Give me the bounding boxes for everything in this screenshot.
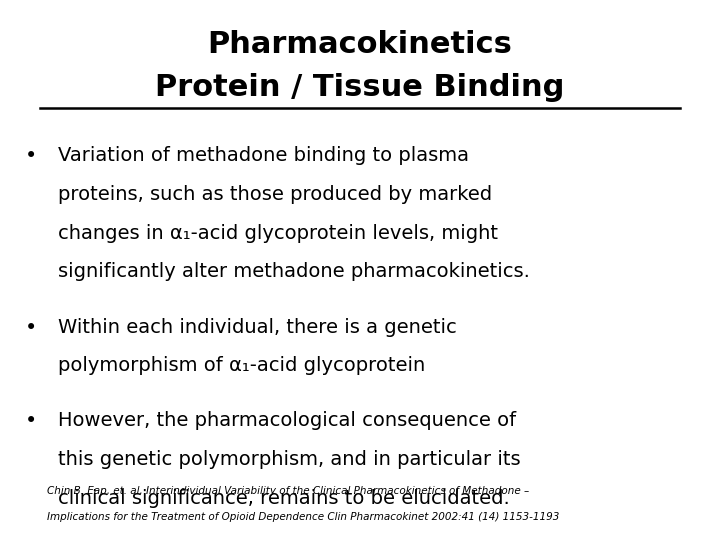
Text: proteins, such as those produced by marked: proteins, such as those produced by mark… — [58, 185, 492, 204]
Text: this genetic polymorphism, and in particular its: this genetic polymorphism, and in partic… — [58, 450, 521, 469]
Text: Chin B. Eap, et. al, Interindividual Variability of the Clinical Pharmacokinetic: Chin B. Eap, et. al, Interindividual Var… — [47, 486, 529, 496]
Text: •: • — [25, 146, 37, 166]
Text: Implications for the Treatment of Opioid Dependence Clin Pharmacokinet 2002:41 (: Implications for the Treatment of Opioid… — [47, 512, 559, 522]
Text: Variation of methadone binding to plasma: Variation of methadone binding to plasma — [58, 146, 469, 165]
Text: However, the pharmacological consequence of: However, the pharmacological consequence… — [58, 411, 516, 430]
Text: clinical significance, remains to be elucidated.: clinical significance, remains to be elu… — [58, 489, 509, 508]
Text: changes in α₁-acid glycoprotein levels, might: changes in α₁-acid glycoprotein levels, … — [58, 224, 498, 242]
Text: significantly alter methadone pharmacokinetics.: significantly alter methadone pharmacoki… — [58, 262, 529, 281]
Text: •: • — [25, 411, 37, 431]
Text: •: • — [25, 318, 37, 338]
Text: polymorphism of α₁-acid glycoprotein: polymorphism of α₁-acid glycoprotein — [58, 356, 425, 375]
Text: Protein / Tissue Binding: Protein / Tissue Binding — [156, 73, 564, 102]
Text: Within each individual, there is a genetic: Within each individual, there is a genet… — [58, 318, 456, 336]
Text: Pharmacokinetics: Pharmacokinetics — [207, 30, 513, 59]
